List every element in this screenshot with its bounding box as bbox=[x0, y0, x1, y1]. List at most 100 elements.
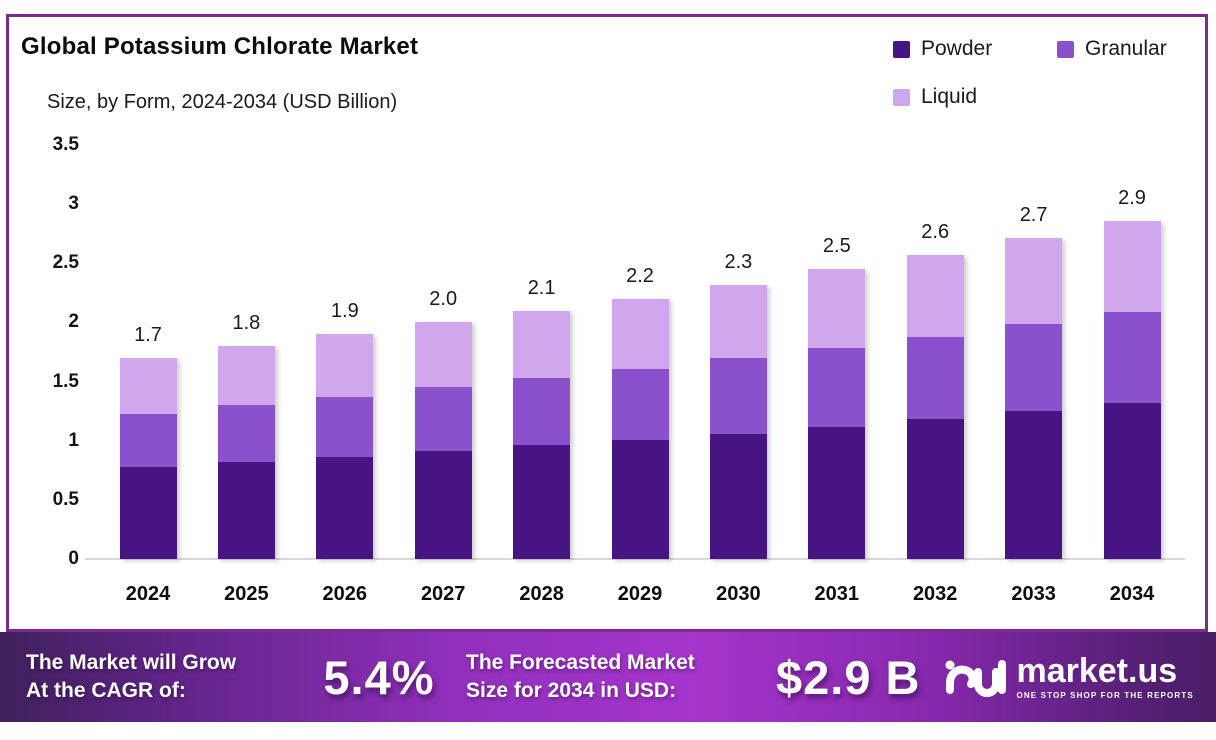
bar-segment-granular bbox=[119, 413, 177, 467]
stacked-bar-2033 bbox=[1005, 238, 1063, 559]
legend-label: Granular bbox=[1085, 37, 1167, 60]
bar-segment-powder bbox=[611, 439, 669, 559]
stacked-bar-2026 bbox=[316, 334, 374, 559]
legend-swatch-icon bbox=[1057, 40, 1074, 58]
stacked-bar-2024 bbox=[119, 357, 177, 559]
bar-segment-powder bbox=[1005, 411, 1063, 559]
x-axis-line bbox=[85, 558, 1185, 560]
x-axis-label-2028: 2028 bbox=[519, 583, 564, 605]
cagr-label-line2: At the CAGR of: bbox=[26, 679, 186, 702]
bar-total-label: 2.9 bbox=[1118, 186, 1146, 209]
bar-segment-liquid bbox=[414, 322, 472, 388]
x-axis-label-2025: 2025 bbox=[224, 583, 269, 605]
bar-total-label: 2.6 bbox=[921, 221, 950, 243]
forecast-label-line1: The Forecasted Market bbox=[466, 651, 695, 675]
bar-segment-granular bbox=[808, 348, 866, 427]
y-axis-tick-label: 2 bbox=[68, 311, 79, 333]
legend-item-liquid: Liquid bbox=[893, 85, 1051, 109]
x-axis-label-2026: 2026 bbox=[322, 583, 368, 605]
bar-segment-powder bbox=[414, 451, 472, 559]
stacked-bar-2030 bbox=[709, 284, 767, 559]
bar-segment-powder bbox=[808, 426, 866, 559]
legend-swatch-icon bbox=[893, 40, 910, 58]
bar-segment-liquid bbox=[611, 298, 669, 369]
bar-segment-powder bbox=[217, 461, 275, 559]
summary-banner: The Market will Grow At the CAGR of: 5.4… bbox=[0, 632, 1216, 722]
stacked-bar-2027 bbox=[414, 322, 472, 559]
bar-segment-powder bbox=[119, 466, 177, 559]
chart-subtitle: Size, by Form, 2024-2034 (USD Billion) bbox=[47, 91, 398, 113]
bar-total-label: 1.7 bbox=[134, 323, 162, 346]
bar-segment-powder bbox=[316, 457, 374, 559]
bar-segment-granular bbox=[906, 336, 964, 420]
bar-segment-liquid bbox=[1103, 220, 1161, 312]
bar-segment-granular bbox=[316, 396, 374, 458]
cagr-value: 5.4% bbox=[323, 650, 435, 704]
y-axis-tick-label: 0.5 bbox=[52, 488, 79, 510]
bar-segment-granular bbox=[513, 378, 571, 446]
bar-segment-granular bbox=[1103, 311, 1161, 403]
x-axis-label-2027: 2027 bbox=[420, 583, 466, 605]
bar-segment-powder bbox=[513, 445, 571, 559]
bar-segment-granular bbox=[1005, 323, 1063, 412]
bar-total-label: 2.0 bbox=[429, 288, 458, 311]
bar-segment-granular bbox=[611, 368, 669, 440]
legend: Powder Granular Liquid bbox=[893, 37, 1205, 109]
bar-total-label: 2.1 bbox=[527, 276, 556, 299]
bar-total-label: 2.2 bbox=[626, 264, 654, 287]
bar-segment-powder bbox=[709, 433, 767, 559]
y-axis-tick-label: 0 bbox=[68, 548, 79, 569]
bar-total-label: 1.9 bbox=[330, 300, 359, 323]
bar-total-label: 2.7 bbox=[1019, 204, 1048, 227]
marketus-logo-icon bbox=[945, 660, 1007, 697]
chart-title: Global Potassium Chlorate Market bbox=[21, 33, 419, 60]
bar-total-label: 2.5 bbox=[822, 235, 851, 258]
legend-item-granular: Granular bbox=[1057, 37, 1205, 61]
stacked-bar-2028 bbox=[513, 310, 571, 559]
bar-total-label: 2.3 bbox=[724, 250, 753, 273]
y-axis-tick-label: 3.5 bbox=[52, 134, 79, 155]
bar-segment-liquid bbox=[513, 310, 571, 379]
x-axis-label-2024: 2024 bbox=[125, 583, 171, 605]
marketus-logo: market.us ONE STOP SHOP FOR THE REPORTS bbox=[944, 650, 1193, 704]
legend-item-powder: Powder bbox=[893, 37, 1051, 61]
bar-total-label: 1.8 bbox=[232, 312, 261, 335]
x-axis-label-2029: 2029 bbox=[617, 583, 663, 605]
y-axis-tick-label: 1 bbox=[68, 429, 79, 451]
bar-segment-powder bbox=[906, 419, 964, 559]
x-axis-label-2034: 2034 bbox=[1109, 583, 1155, 605]
bar-segment-granular bbox=[709, 357, 767, 434]
stacked-bar-2032 bbox=[906, 255, 964, 559]
cagr-label: The Market will Grow At the CAGR of: bbox=[26, 649, 298, 704]
x-axis-label-2030: 2030 bbox=[716, 583, 761, 605]
bar-segment-powder bbox=[1103, 402, 1161, 559]
chart-panel: Global Potassium Chlorate Market Size, b… bbox=[6, 14, 1208, 632]
cagr-label-line1: The Market will Grow bbox=[26, 651, 237, 675]
legend-label: Powder bbox=[921, 37, 993, 60]
bar-segment-granular bbox=[414, 387, 472, 452]
stacked-bar-2025 bbox=[217, 346, 275, 559]
bar-segment-liquid bbox=[906, 255, 964, 337]
bar-segment-liquid bbox=[808, 269, 866, 349]
y-axis-tick-label: 2.5 bbox=[52, 252, 79, 274]
marketus-logo-tagline: ONE STOP SHOP FOR THE REPORTS bbox=[1016, 691, 1194, 700]
y-axis-tick-label: 3 bbox=[68, 193, 79, 215]
legend-label: Liquid bbox=[921, 85, 978, 108]
stacked-bar-2031 bbox=[808, 269, 866, 559]
forecast-label: The Forecasted Market Size for 2034 in U… bbox=[466, 649, 766, 704]
forecast-label-line2: Size for 2034 in USD: bbox=[466, 679, 677, 702]
legend-swatch-icon bbox=[893, 88, 910, 106]
bar-segment-liquid bbox=[217, 346, 275, 406]
x-axis-label-2033: 2033 bbox=[1011, 583, 1056, 605]
bar-segment-liquid bbox=[316, 334, 374, 397]
bar-segment-liquid bbox=[709, 284, 767, 358]
stacked-bar-2029 bbox=[611, 298, 669, 559]
forecast-value: $2.9 B bbox=[776, 650, 921, 704]
bar-segment-liquid bbox=[119, 357, 177, 414]
x-axis-label-2031: 2031 bbox=[814, 583, 860, 605]
bar-segment-granular bbox=[217, 405, 275, 462]
bar-segment-liquid bbox=[1005, 238, 1063, 324]
x-axis-label-2032: 2032 bbox=[912, 583, 958, 605]
stacked-bar-2034 bbox=[1103, 220, 1161, 559]
marketus-logo-text: market.us bbox=[1016, 652, 1178, 690]
